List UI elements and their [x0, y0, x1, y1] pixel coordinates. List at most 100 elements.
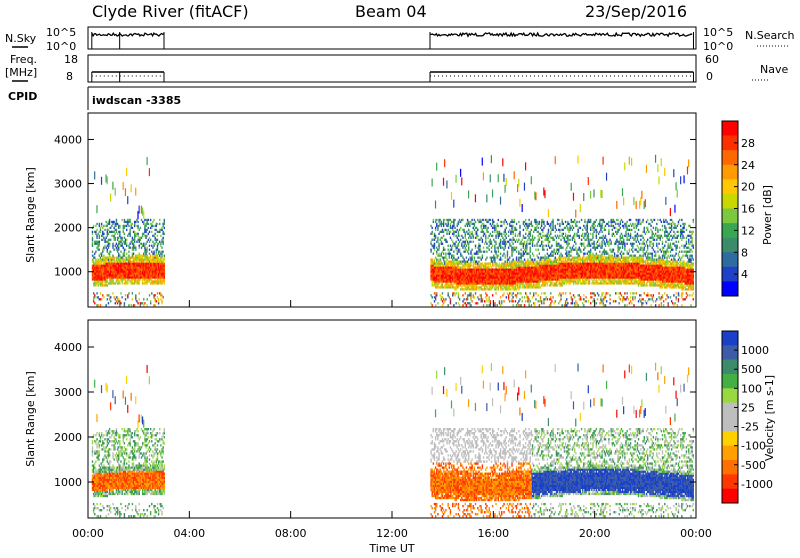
power-cell: [587, 253, 588, 255]
power-cell: [581, 239, 582, 241]
power-cell: [450, 225, 451, 227]
power-cell: [160, 278, 161, 280]
power-cell: [559, 280, 560, 282]
power-cell: [511, 227, 512, 229]
power-cell: [493, 255, 494, 257]
power-cell: [140, 227, 141, 229]
power-cell: [549, 235, 550, 237]
power-cell: [126, 239, 127, 241]
power-cell: [127, 223, 128, 225]
power-cell: [132, 223, 133, 225]
power-cell: [597, 298, 598, 300]
power-cell: [468, 286, 469, 288]
power-cell: [520, 241, 521, 243]
power-cell: [574, 233, 575, 235]
power-cell: [442, 304, 443, 306]
power-cell: [518, 239, 519, 241]
power-cell: [132, 241, 133, 243]
power-cell: [606, 300, 607, 302]
power-cell: [117, 223, 118, 225]
power-cell: [536, 225, 537, 227]
power-cell: [117, 233, 118, 235]
power-cell: [607, 292, 608, 294]
power-cell: [484, 243, 485, 245]
power-cell: [509, 260, 510, 262]
power-cell: [542, 219, 543, 221]
power-cell: [577, 253, 578, 255]
power-cell: [567, 255, 568, 257]
power-cell: [511, 255, 512, 257]
power-cell: [93, 259, 94, 261]
power-cell: [491, 243, 492, 245]
power-cell: [149, 253, 150, 255]
power-cell: [109, 298, 110, 300]
power-cell: [493, 221, 494, 223]
power-cell: [502, 288, 503, 290]
power-cell: [558, 294, 559, 296]
power-cell: [140, 239, 141, 241]
power-cell: [134, 282, 135, 284]
power-cell: [565, 227, 566, 229]
power-cell: [144, 247, 145, 249]
power-cell: [465, 302, 466, 304]
power-cell: [590, 233, 591, 235]
power-cell: [98, 247, 99, 249]
power-cell: [129, 235, 130, 237]
power-cell: [599, 278, 600, 280]
power-cell: [539, 282, 540, 284]
power-cell: [499, 231, 500, 233]
power-cell: [526, 249, 527, 251]
power-cell: [493, 264, 494, 266]
power-cell: [530, 243, 531, 245]
power-cell: [143, 221, 144, 223]
power-cell: [444, 300, 445, 302]
power-cell: [486, 243, 487, 245]
power-cell: [442, 237, 443, 239]
power-cell: [481, 227, 482, 229]
power-cell: [132, 298, 133, 300]
power-cell: [590, 191, 591, 199]
power-cell: [605, 237, 606, 239]
power-cell: [536, 245, 537, 247]
power-cell: [160, 243, 161, 245]
power-cell: [517, 235, 518, 237]
power-cell: [571, 260, 572, 262]
power-cell: [579, 247, 580, 249]
power-cell: [473, 235, 474, 237]
power-cell: [445, 229, 446, 231]
nsky-tick-bottom: 10^0: [46, 40, 76, 53]
power-cell: [492, 235, 493, 237]
power-cell: [556, 229, 557, 231]
power-cell: [585, 239, 586, 241]
power-cell: [149, 294, 150, 296]
power-cell: [502, 247, 503, 249]
power-cell: [569, 229, 570, 231]
power-cell: [581, 219, 582, 221]
power-cell: [450, 231, 451, 233]
power-cell: [470, 294, 471, 296]
power-cell: [141, 247, 142, 249]
power-cell: [490, 219, 491, 221]
power-cell: [148, 239, 149, 241]
power-cell: [605, 296, 606, 298]
power-cell: [532, 243, 533, 245]
power-cell: [458, 286, 459, 288]
power-cell: [129, 233, 130, 235]
power-cell: [567, 302, 568, 304]
power-cell: [483, 247, 484, 249]
power-cell: [560, 294, 561, 296]
power-cell: [526, 247, 527, 249]
power-cell: [557, 235, 558, 237]
power-cell: [601, 243, 602, 245]
power-cell: [508, 247, 509, 249]
power-cell: [164, 262, 165, 264]
power-cell: [156, 225, 157, 227]
power-cell: [528, 237, 529, 239]
power-cell: [512, 233, 513, 235]
power-cell: [164, 221, 165, 223]
power-cell: [548, 209, 549, 217]
power-cell: [99, 249, 100, 251]
power-cell: [107, 249, 108, 251]
power-cell: [516, 257, 517, 259]
power-cell: [544, 292, 545, 294]
